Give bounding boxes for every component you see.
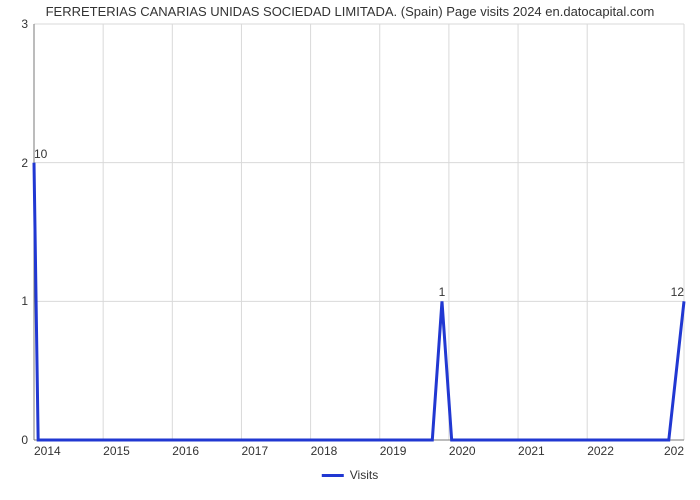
x-tick-label: 2019 — [380, 444, 407, 458]
x-tick-label: 2016 — [172, 444, 199, 458]
legend-swatch-visits — [322, 474, 344, 477]
legend-label-visits: Visits — [350, 468, 378, 482]
chart-plot-svg — [0, 0, 700, 500]
y-tick-label: 2 — [21, 156, 28, 170]
y-tick-label: 1 — [21, 294, 28, 308]
x-tick-label: 2018 — [311, 444, 338, 458]
y-tick-label: 3 — [21, 17, 28, 31]
x-tick-label: 2022 — [587, 444, 614, 458]
chart-root: { "title": { "text": "FERRETERIAS CANARI… — [0, 0, 700, 500]
x-tick-label: 202 — [664, 444, 684, 458]
x-tick-label: 2014 — [34, 444, 61, 458]
y-tick-label: 0 — [21, 433, 28, 447]
spike-value-label: 12 — [671, 285, 684, 299]
x-tick-label: 2020 — [449, 444, 476, 458]
spike-value-label: 1 — [439, 285, 446, 299]
x-axis-tick-labels: 2014 2015 2016 2017 2018 2019 2020 2021 2022 202 — [0, 444, 700, 464]
x-tick-label: 2015 — [103, 444, 130, 458]
spike-value-label: 10 — [34, 147, 47, 161]
x-tick-label: 2021 — [518, 444, 545, 458]
chart-legend: Visits — [322, 468, 378, 482]
x-tick-label: 2017 — [241, 444, 268, 458]
